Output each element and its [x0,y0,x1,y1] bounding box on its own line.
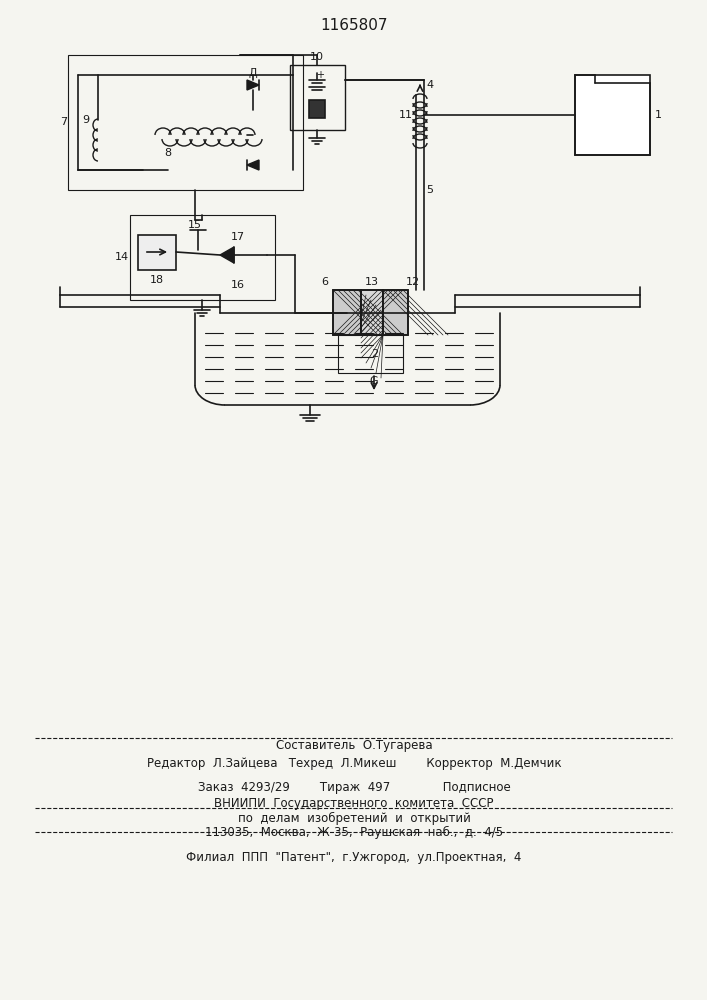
Text: 2: 2 [371,349,378,359]
Text: 9: 9 [83,115,90,125]
Text: 7: 7 [60,117,68,127]
Text: ВНИИПИ  Государственного  комитета  СССР: ВНИИПИ Государственного комитета СССР [214,798,493,810]
Bar [130,215,275,300]
Text: Д: Д [249,68,257,78]
Polygon shape [247,80,259,90]
Polygon shape [220,247,234,263]
Bar [68,55,303,190]
Text: 1165807: 1165807 [320,18,387,33]
Text: Составитель  О.Тугарева: Составитель О.Тугарева [276,738,432,752]
Bar [575,75,650,155]
Polygon shape [247,160,259,170]
Text: 10: 10 [310,52,324,62]
Bar [138,235,176,270]
Bar [338,335,403,373]
Text: по  делам  изобретений  и  открытий: по делам изобретений и открытий [238,811,470,825]
Bar [333,290,361,335]
Text: 113035,  Москва,  Ж-35,  Раушская  наб.,  д.  4/5: 113035, Москва, Ж-35, Раушская наб., д. … [205,825,503,839]
Text: 1: 1 [655,110,662,120]
Text: Заказ  4293/29        Тираж  497              Подписное: Заказ 4293/29 Тираж 497 Подписное [198,782,510,794]
Bar [361,290,383,335]
Bar [333,290,361,335]
Text: 8: 8 [165,148,172,158]
Bar [309,100,325,118]
Text: 14: 14 [115,252,129,262]
Text: 12: 12 [406,277,420,287]
Bar [361,290,383,335]
Text: 5: 5 [426,185,433,195]
Text: 16: 16 [231,280,245,290]
Text: 4: 4 [426,80,433,90]
Bar [383,290,408,335]
Text: Редактор  Л.Зайцева   Техред  Л.Микеш        Корректор  М.Демчик: Редактор Л.Зайцева Техред Л.Микеш Коррек… [146,756,561,770]
Text: G: G [370,376,378,386]
Bar [383,290,408,335]
Text: 18: 18 [150,275,164,285]
Text: Филиал  ППП  "Патент",  г.Ужгород,  ул.Проектная,  4: Филиал ППП "Патент", г.Ужгород, ул.Проек… [187,850,522,863]
Text: 11: 11 [399,110,413,120]
Text: 15: 15 [188,220,202,230]
Text: 13: 13 [365,277,379,287]
Text: 17: 17 [231,232,245,242]
Text: +: + [316,70,324,80]
Bar [290,65,345,130]
Text: 6: 6 [322,277,329,287]
